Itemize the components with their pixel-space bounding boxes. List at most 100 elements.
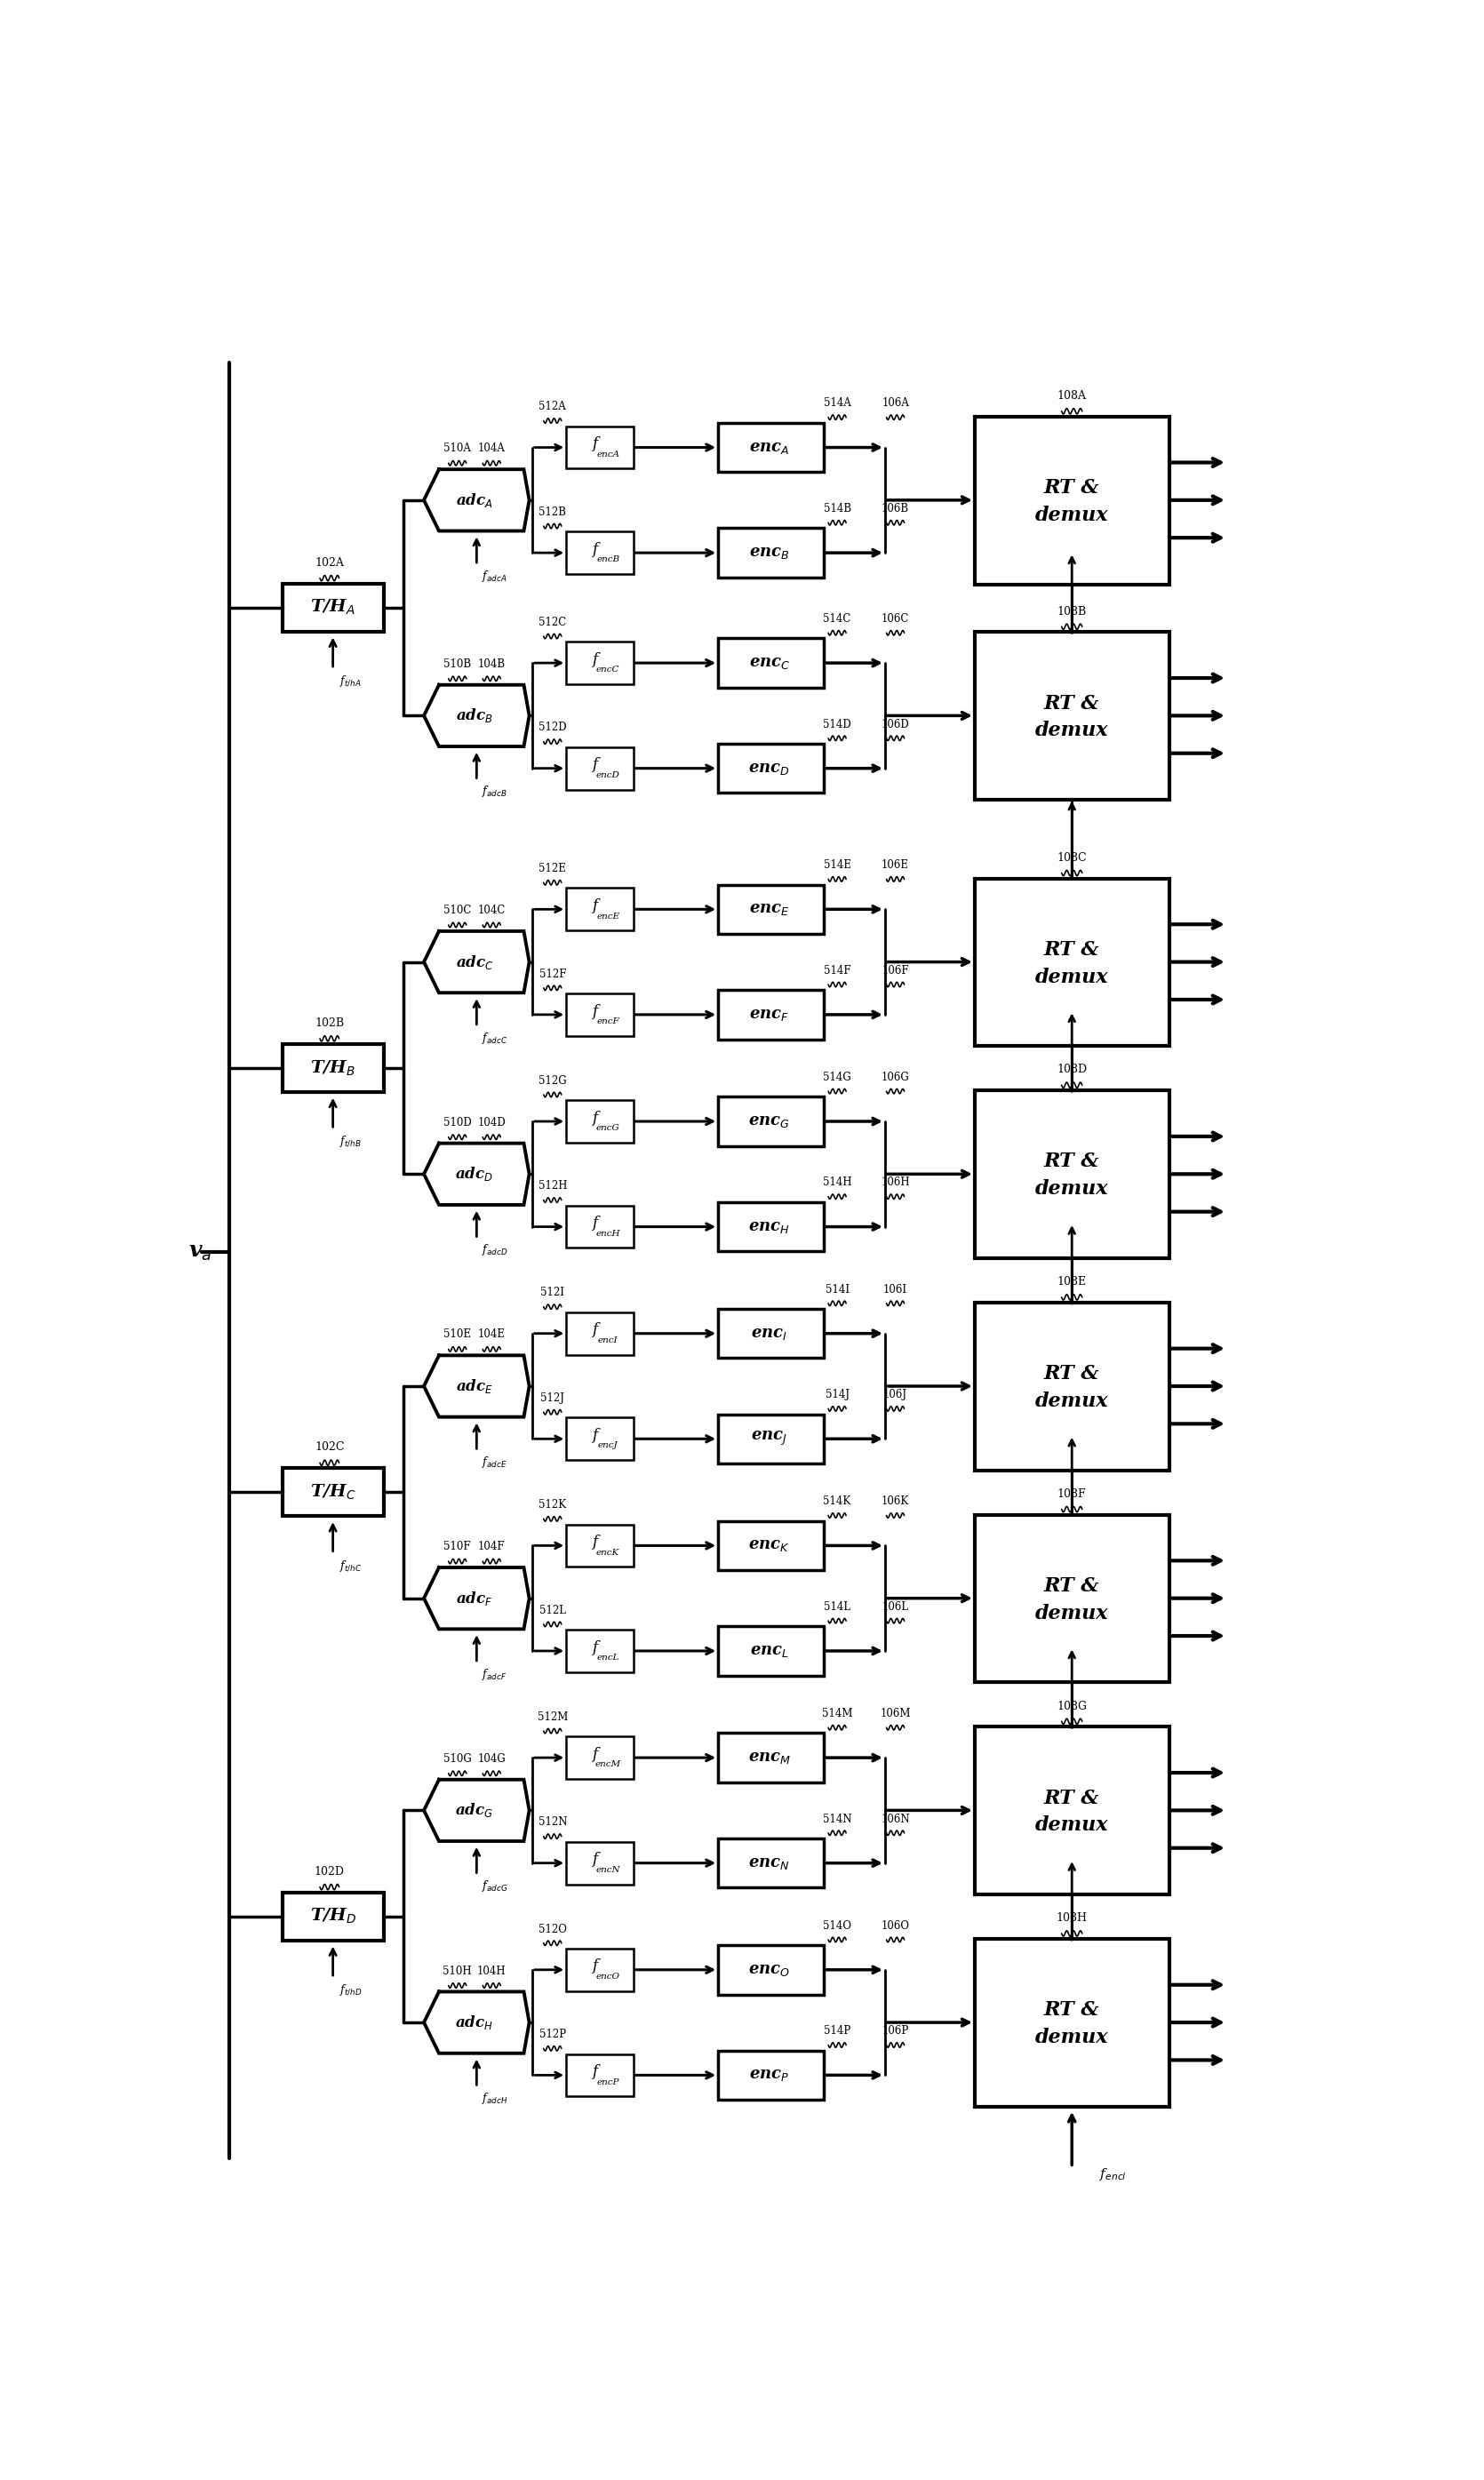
Text: 108C: 108C: [1057, 853, 1086, 863]
Text: RT &: RT &: [1045, 479, 1100, 498]
Text: adc$_F$: adc$_F$: [456, 1590, 493, 1607]
Bar: [718, 1414, 824, 1463]
Bar: [567, 642, 634, 684]
Text: enc$_B$: enc$_B$: [749, 546, 789, 560]
Bar: [718, 1203, 824, 1252]
Text: encM: encM: [595, 1761, 620, 1768]
Text: 514J: 514J: [825, 1389, 849, 1401]
Text: f$_{adcA}$: f$_{adcA}$: [482, 568, 508, 583]
Bar: [718, 422, 824, 471]
Bar: [975, 1091, 1169, 1257]
Text: f: f: [592, 2063, 597, 2078]
Text: 510F: 510F: [444, 1540, 470, 1552]
Text: f: f: [592, 898, 597, 913]
Text: 514O: 514O: [824, 1920, 852, 1932]
Bar: [567, 1312, 634, 1354]
Bar: [567, 1736, 634, 1778]
Text: f$_{adcG}$: f$_{adcG}$: [482, 1880, 509, 1895]
Text: RT &: RT &: [1045, 1153, 1100, 1171]
Polygon shape: [424, 1567, 530, 1629]
Text: 106I: 106I: [883, 1285, 907, 1295]
Text: f: f: [592, 436, 597, 451]
Text: enc$_P$: enc$_P$: [749, 2068, 789, 2083]
Text: f: f: [592, 756, 597, 771]
Text: RT &: RT &: [1045, 940, 1100, 960]
Text: 512N: 512N: [539, 1818, 567, 1828]
Text: 106H: 106H: [881, 1178, 910, 1188]
Text: enc$_A$: enc$_A$: [749, 439, 789, 456]
Text: RT &: RT &: [1045, 1364, 1100, 1384]
Text: f$_{adcF}$: f$_{adcF}$: [482, 1667, 508, 1681]
Text: T/H$_D$: T/H$_D$: [310, 1907, 356, 1927]
Text: 510B: 510B: [444, 657, 472, 670]
Text: encI: encI: [598, 1337, 617, 1344]
Text: enc$_J$: enc$_J$: [751, 1431, 788, 1448]
Bar: [975, 878, 1169, 1047]
Text: 514A: 514A: [824, 397, 850, 409]
Bar: [718, 637, 824, 687]
Text: 510D: 510D: [444, 1116, 472, 1128]
Text: 514H: 514H: [822, 1178, 852, 1188]
Text: f: f: [592, 1215, 597, 1230]
Text: encP: encP: [597, 2078, 619, 2086]
Bar: [718, 1734, 824, 1783]
Text: 106P: 106P: [881, 2026, 908, 2036]
Text: encJ: encJ: [598, 1441, 617, 1451]
Polygon shape: [424, 1143, 530, 1205]
Text: adc$_D$: adc$_D$: [456, 1166, 494, 1183]
Bar: [282, 1044, 383, 1091]
Text: f$_{adcC}$: f$_{adcC}$: [482, 1029, 508, 1047]
Text: 512C: 512C: [539, 618, 567, 627]
Text: encN: encN: [595, 1865, 620, 1875]
Bar: [975, 1302, 1169, 1471]
Text: 512I: 512I: [540, 1287, 564, 1300]
Bar: [567, 1205, 634, 1247]
Text: 106A: 106A: [881, 397, 910, 409]
Text: 108A: 108A: [1057, 389, 1086, 402]
Text: enc$_N$: enc$_N$: [748, 1855, 791, 1870]
Text: 108H: 108H: [1057, 1912, 1088, 1924]
Text: enc$_O$: enc$_O$: [748, 1962, 791, 1977]
Text: encO: encO: [597, 1972, 620, 1982]
Text: 104A: 104A: [478, 444, 506, 454]
Bar: [975, 417, 1169, 585]
Polygon shape: [424, 1357, 530, 1416]
Polygon shape: [424, 1991, 530, 2053]
Text: f: f: [592, 1746, 597, 1761]
Text: f: f: [592, 1428, 597, 1443]
Text: f$_{adcE}$: f$_{adcE}$: [482, 1456, 508, 1471]
Text: 512L: 512L: [539, 1605, 565, 1617]
Bar: [718, 990, 824, 1039]
Text: RT &: RT &: [1045, 694, 1100, 714]
Text: f$_{adcD}$: f$_{adcD}$: [482, 1242, 509, 1257]
Bar: [718, 1309, 824, 1359]
Text: 108G: 108G: [1057, 1701, 1086, 1711]
Text: adc$_C$: adc$_C$: [456, 952, 494, 970]
Text: f$_{encl}$: f$_{encl}$: [1100, 2168, 1126, 2182]
Bar: [718, 885, 824, 935]
Bar: [718, 1944, 824, 1994]
Text: demux: demux: [1036, 2029, 1109, 2048]
Text: f$_{t/hB}$: f$_{t/hB}$: [340, 1133, 362, 1148]
Text: demux: demux: [1036, 1605, 1109, 1622]
Text: 106C: 106C: [881, 613, 910, 625]
Text: encD: encD: [597, 771, 620, 779]
Text: f: f: [592, 1639, 597, 1654]
Text: 106D: 106D: [881, 719, 910, 729]
Text: encE: encE: [597, 913, 620, 920]
Text: enc$_H$: enc$_H$: [748, 1218, 791, 1235]
Bar: [567, 1949, 634, 1991]
Text: 514D: 514D: [824, 719, 852, 729]
Bar: [282, 1892, 383, 1939]
Text: 512P: 512P: [539, 2029, 565, 2041]
Text: 514I: 514I: [825, 1285, 849, 1295]
Text: 108D: 108D: [1057, 1064, 1088, 1076]
Text: 106L: 106L: [881, 1602, 908, 1612]
Text: encK: encK: [597, 1548, 620, 1557]
Text: 512M: 512M: [537, 1711, 568, 1724]
Text: 510C: 510C: [444, 905, 472, 915]
Bar: [975, 1515, 1169, 1681]
Bar: [975, 1726, 1169, 1895]
Bar: [718, 2051, 824, 2101]
Text: RT &: RT &: [1045, 1788, 1100, 1808]
